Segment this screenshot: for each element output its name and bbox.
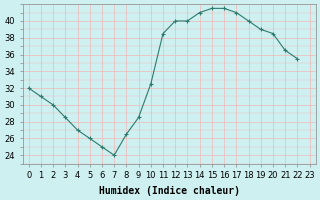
X-axis label: Humidex (Indice chaleur): Humidex (Indice chaleur) bbox=[99, 186, 240, 196]
